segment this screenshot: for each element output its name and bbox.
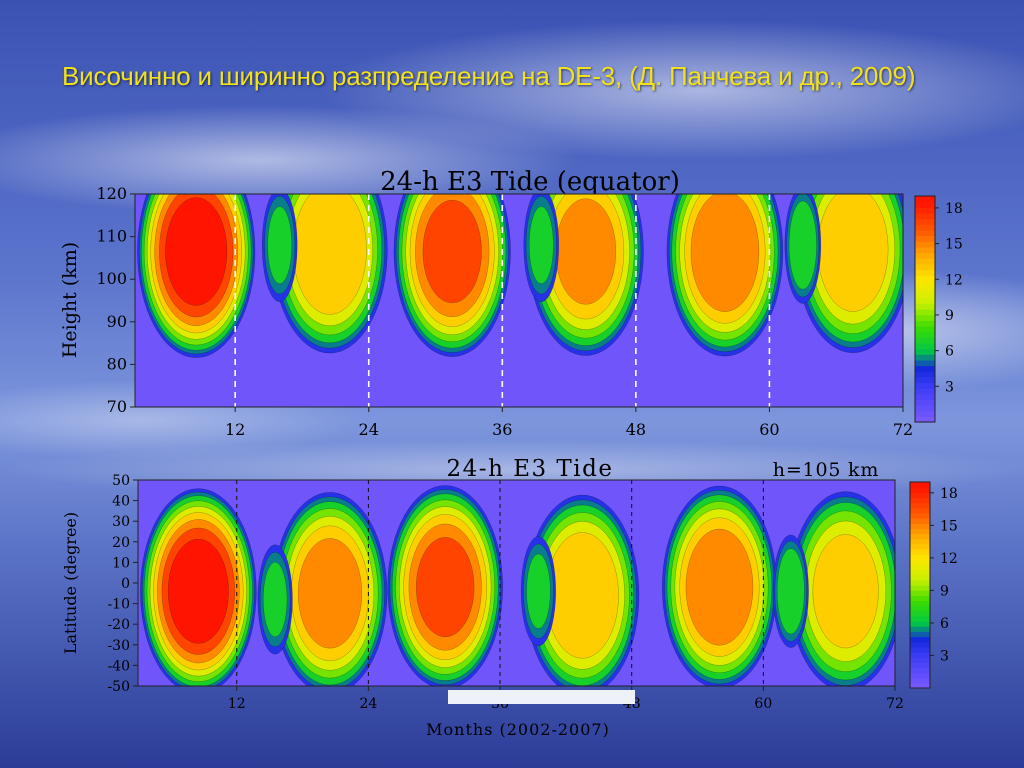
height-colorbar: 3 6 9 12 15 18 <box>914 195 963 423</box>
tide-amplitude-peak-1 <box>292 194 367 315</box>
height-chart: 24-h E3 Tide (equator) 12 24 36 48 60 72 7080… <box>59 167 963 439</box>
tide-amplitude-peak-6 <box>690 194 760 312</box>
height-heatmap <box>137 194 903 358</box>
tide-amplitude-peak-0 <box>167 538 229 644</box>
tide-amplitude-peak-2 <box>267 206 293 284</box>
colorbar-tick-label: 3 <box>945 379 954 395</box>
height-axis-label: Height (km) <box>59 242 81 358</box>
latitude-colorbar: 3 6 9 12 15 18 <box>909 481 958 689</box>
x-tick-label: 24 <box>359 420 379 439</box>
x-tick-label: 48 <box>626 420 646 439</box>
y-tick-label: 40 <box>112 494 130 510</box>
y-tick-label: 20 <box>112 535 130 551</box>
colorbar-tick-label: 12 <box>945 272 963 288</box>
colorbar-tick-label: 18 <box>940 486 958 502</box>
colorbar-tick-label: 6 <box>945 344 954 360</box>
tide-amplitude-peak-7 <box>817 194 889 312</box>
latitude-chart-annotation: h=105 km <box>773 459 879 481</box>
slide-title: Височинно и ширинно разпределение на DE-… <box>62 61 916 91</box>
latitude-y-ticks: 50 40 30 20 10 0 -10 -20 -30 -40 -50 <box>107 473 138 695</box>
height-chart-title: 24-h E3 Tide (equator) <box>380 167 680 197</box>
tide-amplitude-peak-5 <box>528 206 554 284</box>
x-tick-label: 12 <box>225 420 245 439</box>
x-tick-label: 36 <box>492 420 512 439</box>
tide-amplitude-peak-5 <box>526 553 551 629</box>
y-tick-label: -40 <box>107 658 130 674</box>
latitude-month-dividers <box>236 480 764 686</box>
highlight-bar <box>448 690 635 704</box>
x-tick-label: 72 <box>886 696 904 712</box>
colorbar-tick-label: 9 <box>945 308 954 324</box>
x-tick-label: 12 <box>228 696 246 712</box>
colorbar-tick-label: 15 <box>940 518 958 534</box>
tide-amplitude-peak-8 <box>776 548 805 635</box>
months-axis-label: Months (2002-2007) <box>426 720 610 739</box>
y-tick-label: 80 <box>107 354 127 373</box>
x-tick-label: 60 <box>759 420 779 439</box>
height-month-dividers <box>234 194 771 407</box>
x-tick-label: 72 <box>893 420 913 439</box>
tide-amplitude-peak-3 <box>422 199 482 304</box>
colorbar-tick-label: 18 <box>945 201 963 217</box>
y-tick-label: -30 <box>107 638 130 654</box>
tide-amplitude-peak-8 <box>788 200 817 290</box>
y-tick-label: -20 <box>107 617 130 633</box>
tide-amplitude-peak-6 <box>685 528 754 646</box>
height-y-ticks: 70 80 90 100 110 120 <box>96 184 135 416</box>
colorbar-tick-label: 12 <box>940 551 958 567</box>
y-tick-label: 100 <box>96 269 127 288</box>
y-tick-label: 0 <box>121 576 130 592</box>
latitude-chart: 24-h E3 Tide h=105 km 12 24 36 48 60 72 50403… <box>61 456 958 739</box>
y-tick-label: 50 <box>112 473 130 489</box>
colorbar-tick-label: 9 <box>940 583 949 599</box>
y-tick-label: 70 <box>107 397 127 416</box>
colorbar-tick-label: 6 <box>940 616 949 632</box>
tide-amplitude-peak-7 <box>812 534 879 649</box>
colorbar-tick-label: 3 <box>940 648 949 664</box>
latitude-axis-label: Latitude (degree) <box>61 512 80 654</box>
y-tick-label: 120 <box>96 184 127 203</box>
height-x-ticks: 12 24 36 48 60 72 <box>225 407 913 439</box>
tide-amplitude-peak-4 <box>545 532 619 659</box>
x-tick-label: 24 <box>359 696 377 712</box>
tide-amplitude-peak-1 <box>297 538 363 649</box>
latitude-chart-title: 24-h E3 Tide <box>447 456 614 482</box>
latitude-heatmap <box>140 485 895 686</box>
colorbar-tick-label: 15 <box>945 237 963 253</box>
tide-amplitude-peak-4 <box>555 198 617 305</box>
y-tick-label: 90 <box>107 312 127 331</box>
tide-amplitude-peak-3 <box>416 537 475 638</box>
tide-amplitude-peak-2 <box>262 561 288 638</box>
y-tick-label: -50 <box>107 679 130 695</box>
y-tick-label: 110 <box>96 227 127 246</box>
x-tick-label: 60 <box>754 696 772 712</box>
y-tick-label: 10 <box>112 555 130 571</box>
y-tick-label: 30 <box>112 514 130 530</box>
tide-amplitude-peak-0 <box>165 197 228 306</box>
y-tick-label: -10 <box>107 597 130 613</box>
